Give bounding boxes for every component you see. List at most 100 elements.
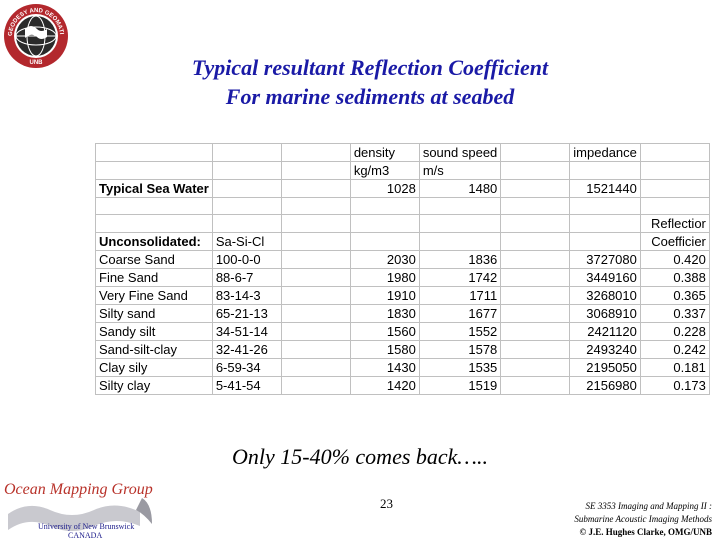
table-row: Clay sily 6-59-34 1430 1535 2195050 0.181 <box>95 358 710 378</box>
table-cell: 1552 <box>418 322 502 342</box>
table-cell <box>211 196 282 216</box>
table-cell <box>95 196 213 216</box>
table-cell <box>280 286 351 306</box>
table-row: Reflectior <box>95 214 710 234</box>
table-cell <box>95 161 213 180</box>
table-cell: 0.173 <box>639 376 710 396</box>
table-cell: 5-41-54 <box>211 376 282 396</box>
table-cell <box>500 286 571 306</box>
table-row <box>95 196 710 216</box>
table-cell: 1028 <box>349 179 420 198</box>
table-cell: impedance <box>569 143 641 162</box>
table-cell: Clay sily <box>95 358 213 378</box>
table-cell <box>500 304 571 324</box>
table-cell <box>280 214 351 234</box>
university-name: University of New Brunswick <box>38 522 135 531</box>
table-cell <box>349 232 420 252</box>
table-cell: 1480 <box>418 179 502 198</box>
table-cell <box>569 232 641 252</box>
table-cell <box>280 322 351 342</box>
table-cell: 1430 <box>349 358 420 378</box>
table-cell: 34-51-14 <box>211 322 282 342</box>
table-cell: Sand-silt-clay <box>95 340 213 360</box>
table-cell: Unconsolidated: <box>95 232 213 252</box>
table-cell <box>280 196 351 216</box>
table-cell <box>211 214 282 234</box>
table-cell: 1836 <box>418 250 502 270</box>
table-cell: 65-21-13 <box>211 304 282 324</box>
table-cell <box>280 161 351 180</box>
table-row: Silty clay 5-41-54 1420 1519 2156980 0.173 <box>95 376 710 396</box>
table-cell: 2493240 <box>569 340 641 360</box>
omg-title: Ocean Mapping Group <box>4 481 153 498</box>
table-cell: 1578 <box>418 340 502 360</box>
table-cell <box>569 214 641 234</box>
table-cell: Silty clay <box>95 376 213 396</box>
table-cell: m/s <box>418 161 502 180</box>
table-cell <box>280 143 351 162</box>
table-cell: 1830 <box>349 304 420 324</box>
table-cell <box>418 232 502 252</box>
table-cell: Silty sand <box>95 304 213 324</box>
table-cell <box>500 358 571 378</box>
table-cell: Typical Sea Water <box>95 179 213 198</box>
table-cell: 1521440 <box>569 179 641 198</box>
table-cell: 1910 <box>349 286 420 306</box>
table-cell: Coefficier <box>639 232 710 252</box>
table-cell: 2156980 <box>569 376 641 396</box>
table-cell: 1535 <box>418 358 502 378</box>
table-cell: 1980 <box>349 268 420 288</box>
table-cell: 6-59-34 <box>211 358 282 378</box>
table-cell: 0.420 <box>639 250 710 270</box>
table-cell <box>280 376 351 396</box>
table-row: Typical Sea Water 1028 1480 1521440 <box>95 179 710 198</box>
table-cell: Sandy silt <box>95 322 213 342</box>
table-row: Silty sand 65-21-13 1830 1677 3068910 0.337 <box>95 304 710 324</box>
table-cell: 3068910 <box>569 304 641 324</box>
table-cell: Very Fine Sand <box>95 286 213 306</box>
table-cell <box>569 196 641 216</box>
table-cell <box>211 143 282 162</box>
table-cell <box>211 179 282 198</box>
table-cell <box>500 268 571 288</box>
table-cell <box>639 143 710 162</box>
table-cell: Sa-Si-Cl <box>211 232 282 252</box>
ocean-mapping-group-logo: Ocean Mapping Group University of New Br… <box>4 478 164 540</box>
table-row: Sand-silt-clay 32-41-26 1580 1578 2493240 0.2… <box>95 340 710 360</box>
table-cell <box>500 143 571 162</box>
copyright-line: © J.E. Hughes Clarke, OMG/UNB <box>579 527 712 537</box>
table-cell <box>418 214 502 234</box>
table-cell <box>500 214 571 234</box>
table-cell: 1580 <box>349 340 420 360</box>
table-cell <box>500 232 571 252</box>
table-cell: 0.365 <box>639 286 710 306</box>
table-row: Sandy silt 34-51-14 1560 1552 2421120 0.228 <box>95 322 710 342</box>
table-cell <box>280 358 351 378</box>
table-cell: 3449160 <box>569 268 641 288</box>
table-cell <box>500 250 571 270</box>
table-cell: 0.388 <box>639 268 710 288</box>
table-cell <box>500 376 571 396</box>
table-cell: 1711 <box>418 286 502 306</box>
table-cell: 0.242 <box>639 340 710 360</box>
caption-text: Only 15-40% comes back….. <box>232 444 488 469</box>
country-name: CANADA <box>68 531 103 540</box>
table-cell: Reflectior <box>639 214 710 234</box>
table-cell: 1420 <box>349 376 420 396</box>
table-row: Fine Sand 88-6-7 1980 1742 3449160 0.388 <box>95 268 710 288</box>
table-cell <box>569 161 641 180</box>
table-cell <box>211 161 282 180</box>
page-number: 23 <box>380 496 393 511</box>
table-cell: 88-6-7 <box>211 268 282 288</box>
table-cell: 0.228 <box>639 322 710 342</box>
table-cell: 2421120 <box>569 322 641 342</box>
table-cell <box>639 196 710 216</box>
table-cell <box>280 232 351 252</box>
table-cell: Coarse Sand <box>95 250 213 270</box>
table-cell <box>639 161 710 180</box>
table-cell: Fine Sand <box>95 268 213 288</box>
table-cell: 2030 <box>349 250 420 270</box>
table-cell <box>280 340 351 360</box>
table-cell <box>95 214 213 234</box>
logo-bottom-text: UNB <box>30 60 44 66</box>
